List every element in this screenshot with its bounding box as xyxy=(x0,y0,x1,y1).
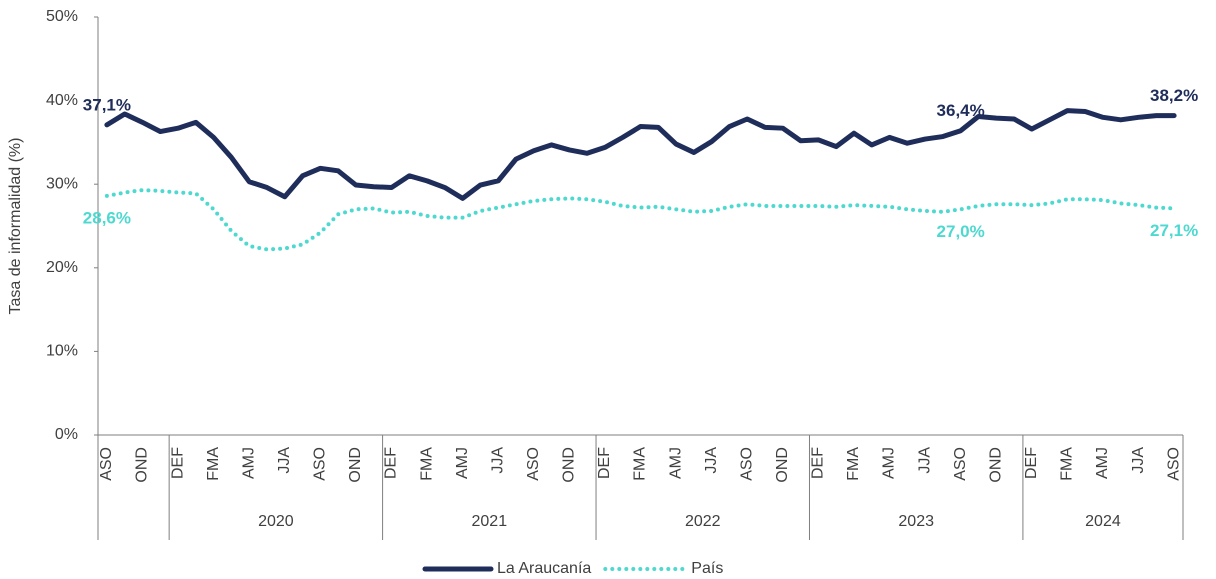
x-tick-label: DEF xyxy=(169,447,186,479)
x-tick-label: OND xyxy=(774,447,791,483)
data-label: 37,1% xyxy=(83,95,131,114)
x-tick-label: FMA xyxy=(845,447,862,481)
x-tick-label: JJA xyxy=(1130,447,1147,474)
x-tick-label: ASO xyxy=(738,447,755,481)
group-label: 2021 xyxy=(472,513,508,530)
x-tick-label: ASO xyxy=(312,447,329,481)
series-line xyxy=(104,108,1177,201)
data-label: 27,0% xyxy=(937,222,985,241)
x-tick-label: DEF xyxy=(1023,447,1040,479)
group-label: 2024 xyxy=(1085,513,1121,530)
x-tick-label: AMJ xyxy=(240,447,257,479)
data-label: 28,6% xyxy=(83,208,131,227)
x-tick-label: FMA xyxy=(205,447,222,481)
data-label: 27,1% xyxy=(1150,221,1198,240)
x-tick-label: ASO xyxy=(98,447,115,481)
legend-label: La Araucanía xyxy=(497,560,591,577)
y-tick-label: 30% xyxy=(46,175,78,192)
x-tick-label: ASO xyxy=(952,447,969,481)
legend-label: País xyxy=(691,560,723,577)
x-tick-label: FMA xyxy=(1059,447,1076,481)
x-tick-label: ASO xyxy=(525,447,542,481)
x-tick-label: AMJ xyxy=(1094,447,1111,479)
group-label: 2023 xyxy=(898,513,934,530)
x-tick-label: OND xyxy=(987,447,1004,483)
x-tick-label: OND xyxy=(347,447,364,483)
group-label: 2022 xyxy=(685,513,721,530)
x-tick-label: FMA xyxy=(632,447,649,481)
x-tick-label: JJA xyxy=(489,447,506,474)
y-tick-label: 10% xyxy=(46,343,78,360)
x-tick-label: DEF xyxy=(383,447,400,479)
x-tick-label: JJA xyxy=(703,447,720,474)
data-label: 38,2% xyxy=(1150,86,1198,105)
x-tick-label: JJA xyxy=(916,447,933,474)
y-tick-label: 0% xyxy=(55,426,78,443)
x-tick-label: AMJ xyxy=(667,447,684,479)
x-tick-label: AMJ xyxy=(881,447,898,479)
y-tick-label: 50% xyxy=(46,8,78,25)
y-tick-label: 40% xyxy=(46,92,78,109)
data-label: 36,4% xyxy=(937,101,985,120)
group-label: 2020 xyxy=(258,513,294,530)
y-axis-label: Tasa de informalidad (%) xyxy=(7,138,24,315)
series-line xyxy=(104,188,1177,252)
y-tick-label: 20% xyxy=(46,259,78,276)
x-tick-label: DEF xyxy=(596,447,613,479)
x-tick-label: AMJ xyxy=(454,447,471,479)
x-tick-label: ASO xyxy=(1165,447,1182,481)
x-tick-label: OND xyxy=(561,447,578,483)
x-tick-label: FMA xyxy=(418,447,435,481)
x-tick-label: JJA xyxy=(276,447,293,474)
x-tick-label: DEF xyxy=(810,447,827,479)
x-tick-label: OND xyxy=(134,447,151,483)
